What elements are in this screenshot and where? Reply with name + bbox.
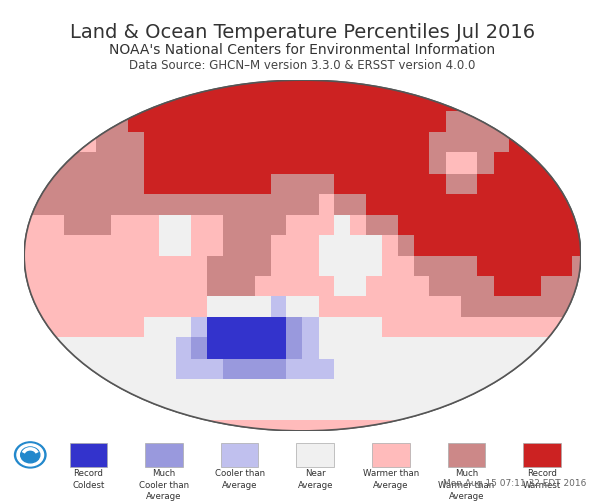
- Bar: [145, 443, 183, 467]
- Text: Warmer than
Average: Warmer than Average: [363, 469, 419, 489]
- Text: Record
Coldest: Record Coldest: [72, 469, 105, 489]
- Text: Much
Warmer than
Average: Much Warmer than Average: [439, 469, 494, 500]
- Bar: [221, 443, 258, 467]
- Text: Near
Average: Near Average: [298, 469, 333, 489]
- Bar: [296, 443, 334, 467]
- Text: NOAA's National Centers for Environmental Information: NOAA's National Centers for Environmenta…: [110, 43, 495, 57]
- Text: Much
Cooler than
Average: Much Cooler than Average: [139, 469, 189, 500]
- Circle shape: [17, 444, 44, 466]
- Circle shape: [15, 442, 46, 468]
- Bar: [448, 443, 485, 467]
- Ellipse shape: [24, 80, 581, 431]
- Text: Record
Warmest: Record Warmest: [523, 469, 561, 489]
- Bar: [523, 443, 561, 467]
- Text: Cooler than
Average: Cooler than Average: [215, 469, 264, 489]
- Circle shape: [21, 447, 40, 463]
- Bar: [70, 443, 107, 467]
- Text: Mon Aug 15 07:11:32 EDT 2016: Mon Aug 15 07:11:32 EDT 2016: [443, 479, 587, 488]
- Bar: [372, 443, 410, 467]
- Text: Land & Ocean Temperature Percentiles Jul 2016: Land & Ocean Temperature Percentiles Jul…: [70, 23, 535, 42]
- Text: Data Source: GHCN–M version 3.3.0 & ERSST version 4.0.0: Data Source: GHCN–M version 3.3.0 & ERSS…: [129, 59, 476, 72]
